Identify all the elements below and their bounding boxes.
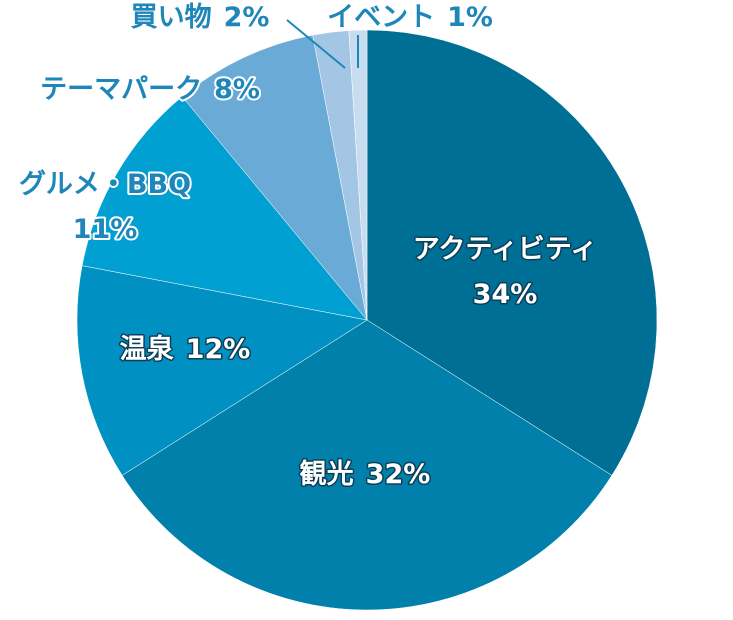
- category-label: 買い物: [131, 2, 212, 33]
- value-label: 12%: [186, 334, 251, 365]
- category-label: 観光: [300, 458, 354, 490]
- slice-label: テーマパーク 8%: [40, 74, 260, 105]
- pie-slice: [366, 29, 658, 476]
- category-label: イベント: [327, 2, 435, 33]
- leader-line: [286, 19, 346, 69]
- pie-slice: [348, 29, 368, 321]
- value-label: 32%: [366, 459, 431, 490]
- pie-slice: [76, 265, 368, 476]
- pie-slice: [121, 319, 613, 611]
- pie-slice: [81, 96, 368, 321]
- category-label: グルメ・BBQ: [19, 168, 191, 200]
- slice-label: グルメ・BBQ 11%: [19, 168, 191, 245]
- slice-label: 温泉 12%: [120, 333, 251, 365]
- category-label: テーマパーク: [40, 74, 202, 105]
- slice-label: 買い物 2%: [131, 2, 270, 33]
- slice-label: イベント 1%: [327, 2, 493, 33]
- value-label: 8%: [214, 74, 260, 105]
- value-label: 1%: [447, 2, 493, 33]
- value-label: 34%: [473, 279, 538, 310]
- value-label: 11%: [73, 214, 138, 245]
- category-label: アクティビティ: [413, 234, 597, 265]
- slice-label: 観光 32%: [300, 458, 431, 490]
- value-label: 2%: [224, 2, 270, 33]
- category-label: 温泉: [120, 333, 175, 365]
- slice-label: アクティビティ 34%: [413, 234, 597, 310]
